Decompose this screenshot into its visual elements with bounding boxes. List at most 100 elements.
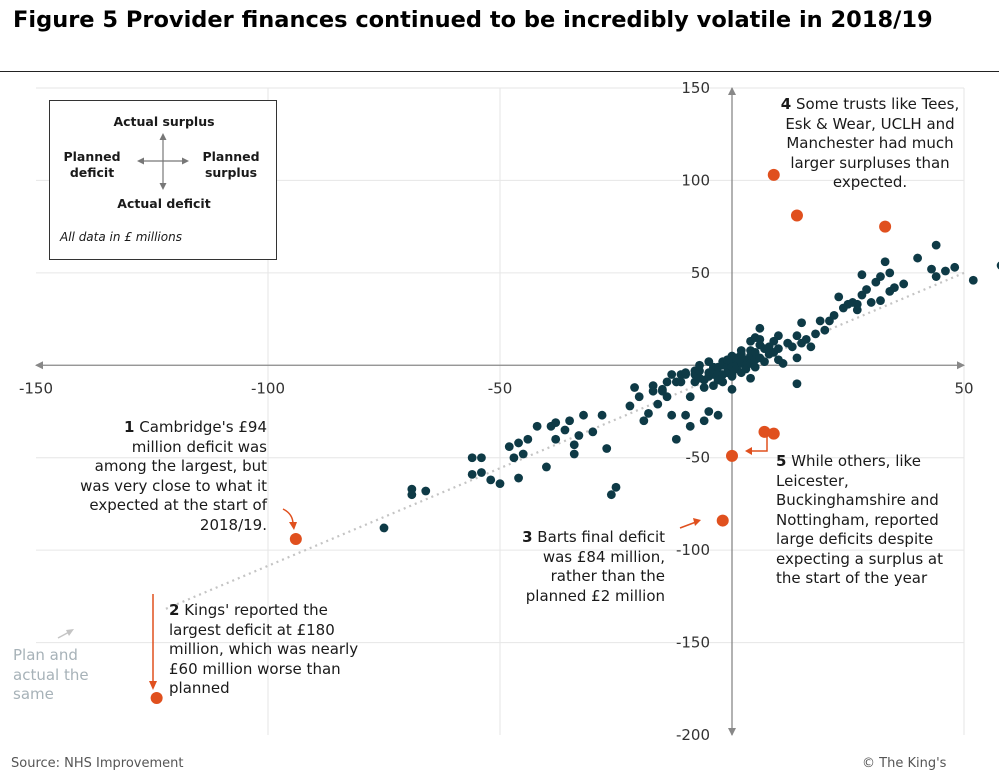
legend-note: All data in £ millions: [60, 230, 182, 244]
x-tick-label: -100: [251, 379, 285, 397]
annotation-4-text: Some trusts like Tees, Esk & Wear, UCLH …: [785, 95, 960, 191]
trust-dot: [523, 434, 533, 444]
trust-dot: [880, 257, 890, 267]
highlight-dot: [767, 168, 780, 181]
page-title: Figure 5 Provider finances continued to …: [13, 7, 933, 33]
reference-line-label: Plan and actual the same: [13, 646, 89, 703]
trust-dot: [407, 490, 417, 500]
annotation-3: 3 Barts final deficit was £84 million, r…: [500, 528, 665, 606]
trust-dot: [514, 473, 523, 483]
trust-dot: [551, 418, 561, 427]
trust-dot: [876, 272, 885, 281]
trust-dot: [941, 266, 950, 276]
annotation-5: 5 While others, like Leicester, Buckingh…: [776, 452, 946, 589]
highlight-dot: [716, 514, 729, 527]
trust-dot: [755, 335, 765, 344]
trust-dot: [866, 298, 876, 307]
trust-dot: [477, 468, 486, 477]
annotation-arrows-layer: [149, 428, 771, 690]
highlight-dot: [289, 533, 302, 546]
legend-actual-deficit: Actual deficit: [117, 196, 211, 211]
trust-dot: [713, 410, 723, 420]
y-tick-label: -100: [676, 541, 710, 559]
source-note: Source: NHS Improvement: [11, 756, 184, 771]
trust-dot: [630, 383, 639, 392]
trust-dot: [681, 410, 690, 420]
trust-dot: [639, 416, 649, 426]
trust-dot: [685, 392, 695, 402]
trust-dot: [834, 292, 844, 302]
trust-dot: [857, 270, 867, 280]
y-tick-label: -150: [676, 634, 710, 652]
trust-dot: [588, 427, 598, 437]
trust-dot: [862, 285, 871, 294]
trust-dot: [797, 318, 806, 328]
annotation-2-number: 2: [169, 601, 180, 619]
trust-dot: [597, 410, 607, 420]
y-tick-label: 100: [681, 171, 710, 189]
trust-dot: [569, 449, 579, 459]
trust-dot: [509, 453, 519, 463]
annotation-5-text: While others, like Leicester, Buckingham…: [776, 452, 943, 587]
annotation-2: 2 Kings' reported the largest deficit at…: [169, 601, 374, 699]
annotation-3-arrow: [679, 521, 697, 529]
trust-dot: [477, 453, 486, 463]
trust-dot: [662, 392, 672, 402]
trust-dot: [704, 407, 714, 416]
reference-line-layer: [57, 271, 965, 639]
legend-planned-deficit: Planned deficit: [63, 149, 121, 180]
trust-dot: [792, 353, 802, 363]
trust-dot: [792, 379, 802, 389]
annotation-1-arrowhead: [289, 522, 297, 530]
trust-dot: [885, 268, 895, 278]
trust-dot: [625, 401, 635, 411]
x-tick-label: -50: [488, 379, 513, 397]
legend-planned-surplus: Planned surplus: [202, 149, 260, 180]
trust-dot: [727, 384, 737, 394]
y-axis-bottom-arrow: [728, 728, 736, 736]
highlight-dot: [150, 692, 163, 705]
trust-dot: [820, 325, 830, 335]
annotation-1-arrow: [282, 508, 294, 525]
reference-line: [165, 271, 965, 610]
trust-dot: [579, 410, 588, 420]
trust-dot: [644, 408, 653, 418]
trust-dot: [699, 416, 709, 426]
trust-dot: [852, 299, 862, 309]
trust-dot: [486, 475, 496, 485]
trust-dot: [899, 279, 909, 289]
trust-dot: [542, 462, 551, 472]
annotation-4: 4 Some trusts like Tees, Esk & Wear, UCL…: [776, 95, 964, 193]
annotation-1-text: Cambridge's £94 million deficit was amon…: [80, 418, 267, 534]
annotation-3-arrowhead: [693, 518, 701, 526]
trust-dot: [774, 331, 783, 341]
trust-dot: [750, 362, 760, 372]
trust-dot: [611, 482, 621, 492]
trust-dot: [653, 399, 663, 409]
trust-dot: [778, 359, 788, 368]
y-tick-label: 150: [681, 79, 710, 97]
trust-dot: [774, 344, 783, 354]
trust-dot: [927, 264, 936, 274]
y-tick-label: -200: [676, 726, 710, 744]
trust-dot: [829, 310, 839, 320]
trust-dot: [560, 425, 570, 435]
x-axis-right-arrow: [957, 361, 965, 370]
trust-dot: [421, 486, 431, 496]
legend-actual-surplus: Actual surplus: [113, 114, 215, 129]
trust-dot: [913, 253, 922, 263]
trust-dot: [606, 490, 616, 500]
x-tick-label: 50: [954, 379, 973, 397]
trust-dot: [806, 342, 816, 352]
trust-dot: [574, 431, 584, 440]
highlight-dot: [767, 427, 780, 440]
trust-dot: [792, 331, 802, 341]
highlight-dot: [879, 220, 892, 233]
trust-dot: [996, 261, 999, 270]
axes-layer: [35, 87, 965, 736]
trust-dot: [518, 449, 528, 459]
annotation-5-arrow: [751, 434, 768, 452]
y-tick-label: 50: [691, 264, 710, 282]
credit-note: © The King's: [862, 756, 947, 771]
dots-layer: [379, 240, 999, 533]
